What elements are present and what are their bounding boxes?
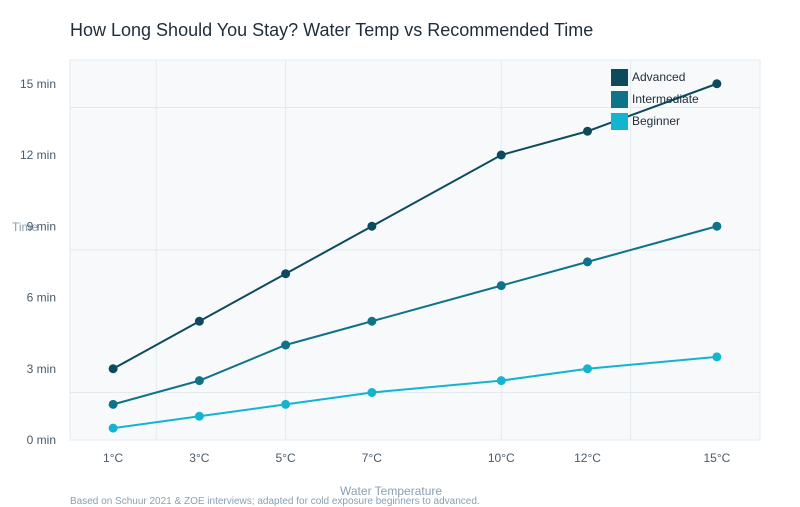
x-tick-label: 3°C <box>189 451 209 465</box>
data-point-intermediate <box>583 257 592 267</box>
x-tick-label: 5°C <box>276 451 296 465</box>
x-tick-label: 7°C <box>362 451 382 465</box>
data-point-intermediate <box>367 316 377 326</box>
y-tick-label: 0 min <box>27 433 56 447</box>
data-point-beginner <box>367 388 377 397</box>
data-point-intermediate <box>496 281 506 291</box>
data-point-beginner <box>281 399 291 409</box>
data-point-advanced <box>712 79 722 89</box>
x-axis-label: Water Temperature <box>340 484 443 498</box>
data-point-intermediate <box>194 376 204 386</box>
data-point-intermediate <box>281 340 291 350</box>
data-point-intermediate <box>712 221 722 231</box>
data-point-beginner <box>583 364 592 374</box>
chart-title: How Long Should You Stay? Water Temp vs … <box>70 20 594 40</box>
data-point-advanced <box>194 316 204 326</box>
data-point-advanced <box>108 364 118 374</box>
x-tick-label: 1°C <box>103 451 123 465</box>
legend-label-advanced: Advanced <box>632 70 685 84</box>
data-point-advanced <box>583 126 592 136</box>
legend-swatch-intermediate <box>611 91 628 108</box>
x-tick-label: 12°C <box>574 451 601 465</box>
x-tick-label: 15°C <box>703 451 730 465</box>
legend-swatch-beginner <box>611 113 628 130</box>
legend-swatch-advanced <box>611 69 628 86</box>
data-point-intermediate <box>108 399 118 409</box>
y-tick-label: 6 min <box>27 291 56 305</box>
y-tick-label: 15 min <box>20 77 56 91</box>
data-point-beginner <box>194 411 204 421</box>
data-point-beginner <box>496 376 506 386</box>
data-point-advanced <box>367 221 377 231</box>
data-point-beginner <box>712 352 722 362</box>
legend-label-beginner: Beginner <box>632 114 680 128</box>
legend-label-intermediate: Intermediate <box>632 92 699 106</box>
y-tick-label: 12 min <box>20 148 56 162</box>
data-point-advanced <box>496 150 506 160</box>
data-point-beginner <box>108 423 118 433</box>
y-axis-label: Time <box>12 220 39 234</box>
y-tick-label: 9 min <box>27 219 56 233</box>
data-point-advanced <box>281 269 291 279</box>
x-tick-label: 10°C <box>488 451 515 465</box>
y-tick-label: 3 min <box>27 362 56 376</box>
